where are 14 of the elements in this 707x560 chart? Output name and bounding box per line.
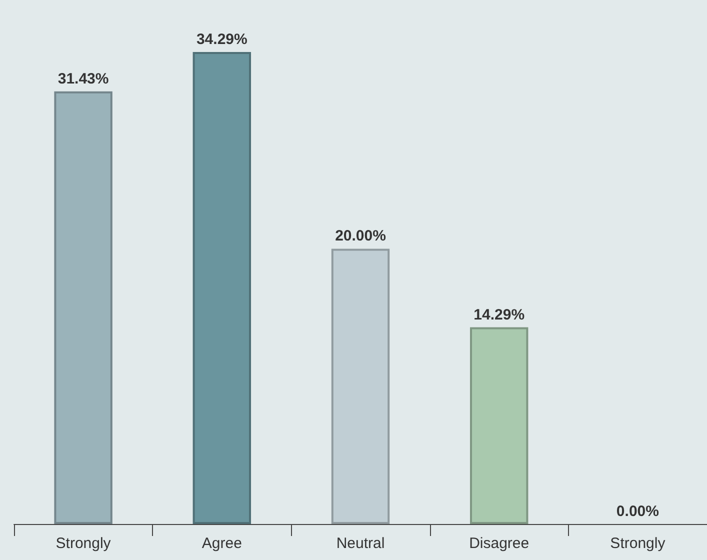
x-tick-label: Disagree (469, 535, 530, 552)
x-tick-label: Strongly (56, 535, 112, 552)
data-label: 0.00% (616, 503, 659, 520)
data-label: 20.00% (335, 228, 386, 245)
x-tick-label: Strongly (610, 535, 666, 552)
bar (54, 91, 112, 524)
bar (192, 52, 252, 524)
data-label: 34.29% (196, 31, 248, 48)
data-label: 31.43% (58, 70, 109, 88)
bar (331, 248, 390, 524)
data-label: 14.29% (474, 306, 525, 324)
x-tick-label: Neutral (336, 535, 385, 552)
x-tick-label: Agree (202, 535, 242, 552)
bar (470, 327, 528, 524)
